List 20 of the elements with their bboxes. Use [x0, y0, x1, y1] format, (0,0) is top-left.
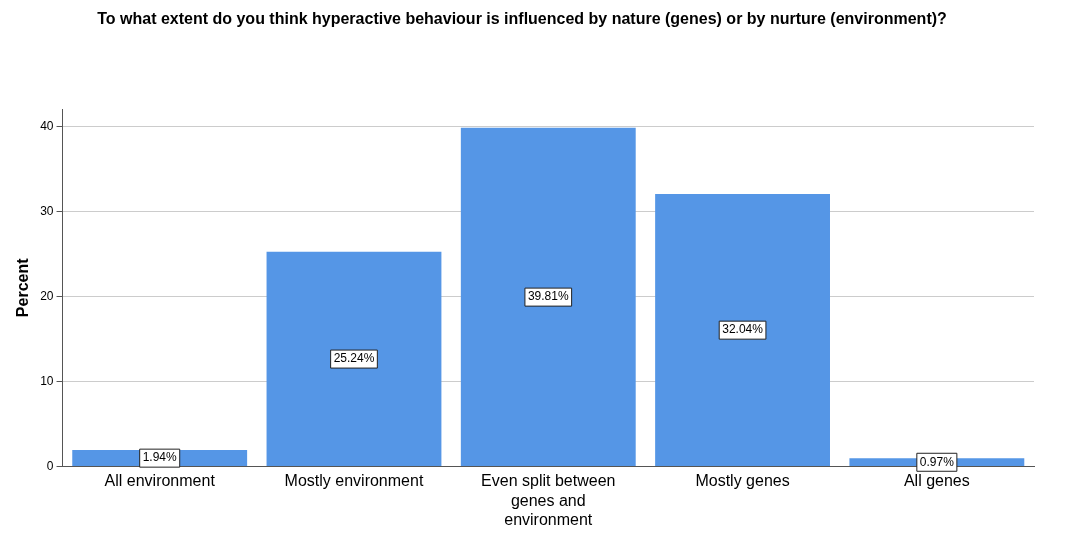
chart-title: To what extent do you think hyperactive behaviour is influenced by nature (genes) or by nurture (environment)?: [97, 10, 947, 28]
y-tick-label: 40: [40, 118, 54, 133]
x-tick-label: All genes: [903, 472, 970, 490]
x-tick-label: Even split between genes and environment: [481, 472, 616, 528]
bar: [266, 251, 442, 466]
y-tick-label: 0: [46, 458, 54, 473]
y-tick-label: 10: [40, 373, 54, 388]
bar: [460, 127, 636, 466]
data-label: 25.24%: [333, 351, 375, 366]
data-label: 0.97%: [919, 454, 955, 469]
data-label: 1.94%: [142, 450, 178, 465]
x-tick-label: Mostly genes: [695, 472, 790, 490]
x-tick-label: All environment: [104, 472, 216, 490]
x-tick-label: Mostly environment: [284, 472, 424, 490]
y-tick-label: 20: [40, 288, 54, 303]
y-tick-label: 30: [40, 203, 54, 218]
data-label: 32.04%: [722, 322, 764, 337]
y-axis-title: Percent: [14, 257, 32, 318]
data-label: 39.81%: [527, 289, 569, 304]
bar: [655, 193, 830, 466]
